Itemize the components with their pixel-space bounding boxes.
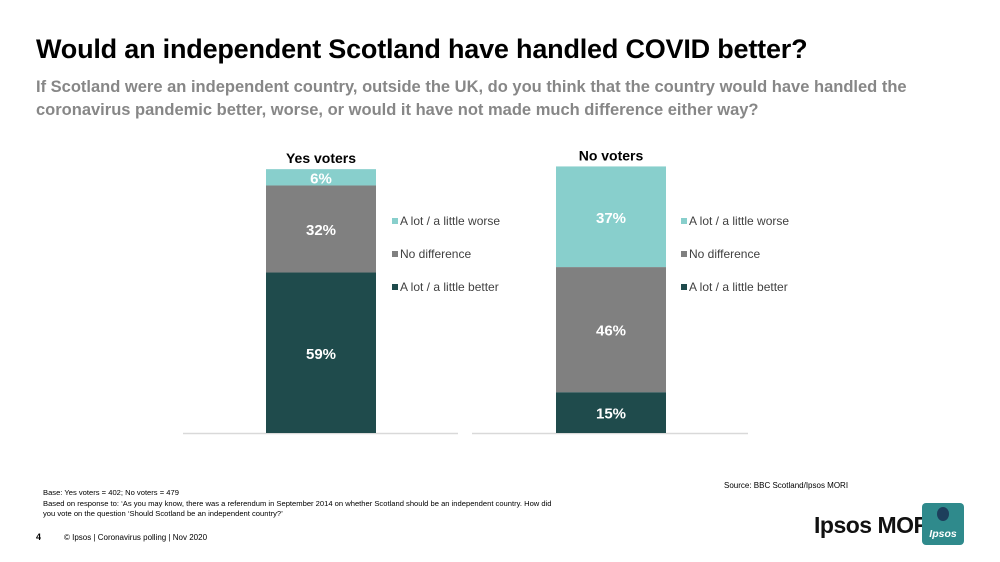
ipsos-logo: Ipsos <box>922 503 964 545</box>
legend-label: A lot / a little worse <box>400 214 500 228</box>
question-note: Based on response to: ‘As you may know, … <box>43 498 552 519</box>
legend-swatch <box>681 218 687 224</box>
data-label: 6% <box>310 170 332 187</box>
data-label: 46% <box>596 323 626 340</box>
legend-swatch <box>392 284 398 290</box>
logo-text: Ipsos <box>929 528 957 540</box>
bar-segment <box>266 169 376 186</box>
legend-label: A lot / a little better <box>689 280 788 294</box>
logo-mark-icon <box>937 507 949 521</box>
chart-title: Yes voters <box>286 150 356 166</box>
bar-segment <box>556 166 666 268</box>
page-title: Would an independent Scotland have handl… <box>36 34 808 64</box>
page-subtitle: If Scotland were an independent country,… <box>36 78 907 119</box>
base-notes: Base: Yes voters = 402; No voters = 479 … <box>43 488 563 520</box>
bar-segment <box>556 392 666 433</box>
data-label: 32% <box>306 222 336 239</box>
data-label: 37% <box>596 210 626 227</box>
base-note: Base: Yes voters = 402; No voters = 479 <box>43 488 179 497</box>
data-label: 15% <box>596 406 626 423</box>
brand-name: Ipsos MORI <box>814 512 936 538</box>
legend-label: A lot / a little better <box>400 280 499 294</box>
legend-swatch <box>681 284 687 290</box>
legend-label: A lot / a little worse <box>689 214 789 228</box>
page-number: 4 <box>36 532 42 542</box>
legend-swatch <box>392 218 398 224</box>
legend-label: No difference <box>400 247 471 261</box>
bar-segment <box>266 272 376 433</box>
data-label: 59% <box>306 346 336 363</box>
chart-title: No voters <box>579 147 644 163</box>
bar-segment <box>556 267 666 393</box>
bar-segment <box>266 185 376 273</box>
source-note: Source: BBC Scotland/Ipsos MORI <box>724 481 849 490</box>
legend-swatch <box>392 251 398 257</box>
footer-copyright: © Ipsos | Coronavirus polling | Nov 2020 <box>64 533 208 542</box>
legend-swatch <box>681 251 687 257</box>
legend-label: No difference <box>689 247 760 261</box>
